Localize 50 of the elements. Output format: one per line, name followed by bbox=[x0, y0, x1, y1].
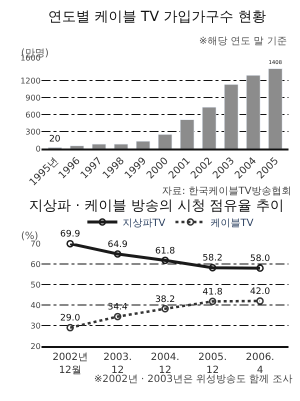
legend-label: 케이블TV bbox=[210, 218, 254, 229]
y-tick-label: 1200 bbox=[20, 76, 41, 86]
data-label: 64.9 bbox=[108, 240, 128, 250]
point bbox=[66, 240, 74, 248]
bar bbox=[92, 144, 106, 149]
data-label: 69.9 bbox=[60, 230, 80, 240]
data-label: 42.0 bbox=[250, 286, 270, 297]
y-tick-label: 20 bbox=[30, 342, 41, 351]
text: ※2002년 · 2003년은 위성방송도 함께 조사 bbox=[94, 374, 292, 385]
y-tick-label: 300 bbox=[25, 127, 41, 136]
y-tick-label: 60 bbox=[30, 260, 41, 269]
bar bbox=[136, 141, 150, 149]
point bbox=[161, 305, 169, 313]
bar bbox=[224, 84, 238, 149]
point bbox=[114, 250, 122, 258]
point bbox=[114, 312, 122, 320]
y-tick-label: 40 bbox=[30, 300, 41, 310]
y-tick-label: 0 bbox=[36, 144, 41, 154]
point bbox=[208, 298, 216, 306]
point bbox=[161, 256, 169, 264]
text: 자료: 한국케이블TV방송협회 bbox=[162, 186, 292, 197]
bar bbox=[246, 75, 260, 149]
data-label: 29.0 bbox=[60, 314, 80, 324]
x-tick-label: 2002년 12월 bbox=[52, 352, 88, 376]
chart-subtitle: ※해당 연도 말 기준 bbox=[199, 36, 287, 47]
y-tick-label: 30 bbox=[30, 321, 41, 330]
chart-title: 지상파 · 케이블 방송의 시청 점유율 추이 bbox=[29, 198, 284, 214]
point bbox=[208, 264, 216, 272]
y-tick-label: 70 bbox=[30, 239, 41, 248]
point bbox=[66, 324, 74, 332]
data-label: 61.8 bbox=[155, 246, 176, 256]
bar bbox=[158, 134, 172, 149]
bar bbox=[180, 119, 194, 149]
y-tick-label: 50 bbox=[30, 280, 41, 290]
data-label: 20 bbox=[49, 134, 61, 145]
y-tick-label: 900 bbox=[25, 93, 41, 102]
y-axis-title: (%) bbox=[21, 231, 38, 242]
bar bbox=[268, 68, 282, 149]
point bbox=[256, 297, 264, 305]
y-tick-label: 600 bbox=[25, 110, 41, 120]
data-label: 38.2 bbox=[155, 294, 176, 305]
legend-label: 지상파TV bbox=[122, 218, 166, 229]
data-label: 58.2 bbox=[202, 254, 223, 264]
data-label: 58.0 bbox=[250, 254, 270, 264]
chart-title: 연도별 케이블 TV 가입가구수 현황 bbox=[48, 9, 266, 25]
bar bbox=[70, 146, 84, 149]
bar bbox=[114, 144, 128, 149]
point bbox=[256, 264, 264, 272]
bar bbox=[202, 106, 216, 149]
data-label: 41.8 bbox=[202, 287, 223, 298]
